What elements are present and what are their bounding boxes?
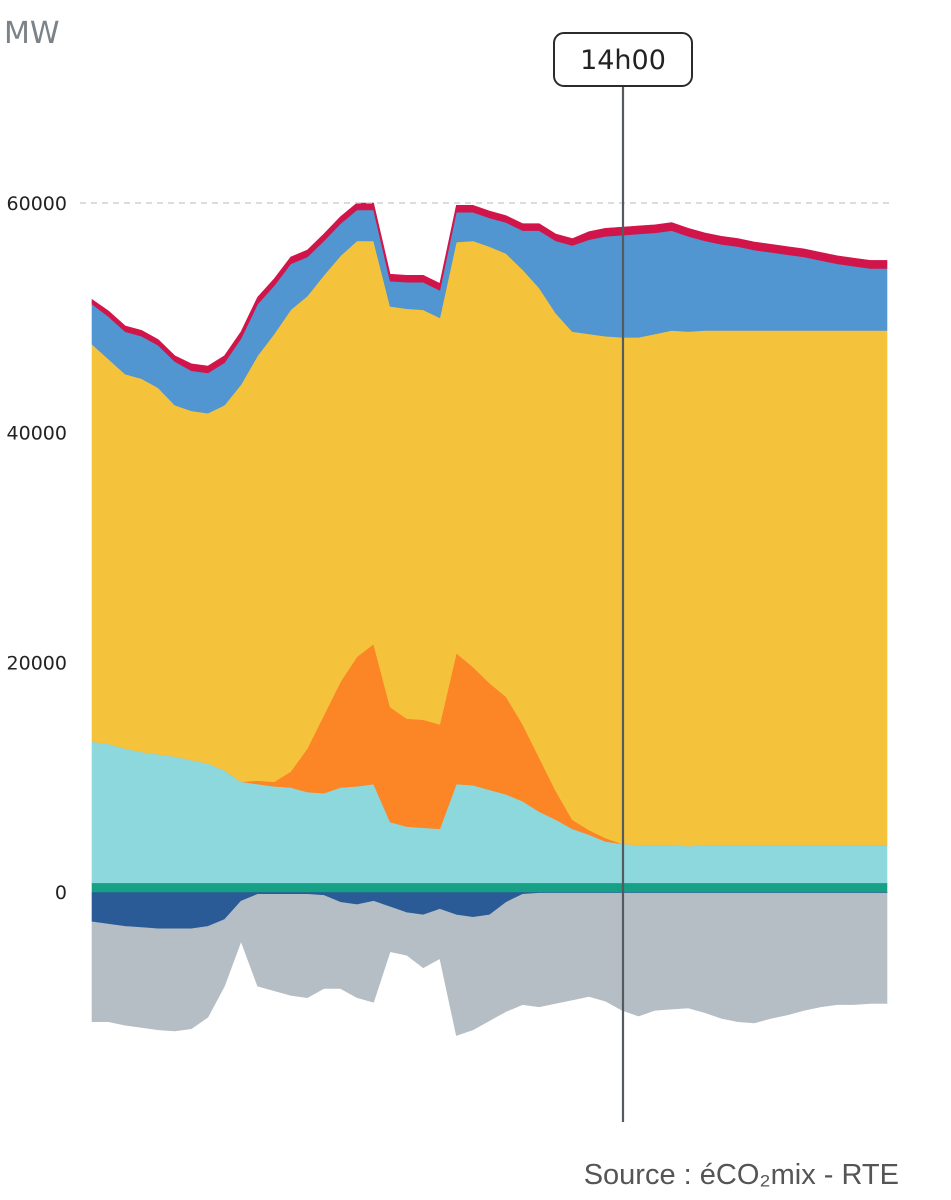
y-tick-label-20000: 20000 xyxy=(7,652,67,674)
y-axis-ticks: 0 20000 40000 60000 xyxy=(7,193,67,904)
cursor-time-label: 14h00 xyxy=(580,45,666,76)
y-axis-unit-label: MW xyxy=(4,16,60,51)
y-tick-label-0: 0 xyxy=(55,882,67,904)
positive-areas xyxy=(91,202,888,893)
cursor-label-box xyxy=(553,32,693,87)
time-cursor[interactable]: 14h00 xyxy=(553,32,693,1122)
y-tick-label-60000: 60000 xyxy=(7,193,67,215)
y-tick-label-40000: 40000 xyxy=(7,423,67,445)
source-caption: Source : éCO₂mix - RTE xyxy=(583,1159,899,1191)
negative-area-grey xyxy=(91,892,888,1036)
negative-areas xyxy=(91,891,888,1036)
positive-area-green-base xyxy=(91,882,888,893)
positive-area-red xyxy=(91,202,888,374)
